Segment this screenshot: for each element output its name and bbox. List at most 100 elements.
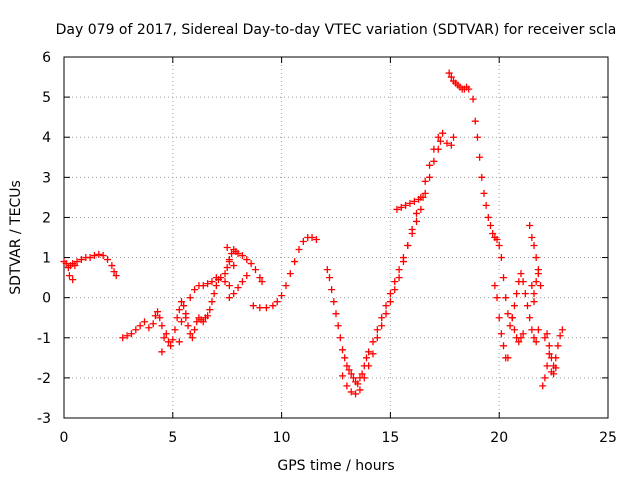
data-point: [243, 272, 251, 280]
data-point: [208, 298, 216, 306]
data-point: [151, 312, 159, 320]
data-point: [552, 354, 560, 362]
y-tick-label: 6: [42, 50, 51, 66]
data-point: [476, 153, 484, 161]
data-point: [234, 284, 242, 292]
data-point: [347, 388, 355, 396]
data-point: [352, 390, 360, 398]
data-point: [528, 234, 536, 241]
data-point: [73, 258, 81, 266]
data-point: [221, 278, 229, 286]
y-tick-label: 1: [42, 251, 51, 267]
data-point: [295, 246, 303, 254]
data-point: [343, 382, 351, 390]
data-point: [334, 322, 342, 330]
x-tick-label: 10: [273, 430, 291, 446]
data-point: [534, 326, 542, 334]
y-tick-label: 4: [42, 130, 51, 146]
data-point: [395, 274, 403, 282]
data-point: [127, 330, 135, 338]
data-point: [504, 354, 512, 362]
data-point: [204, 280, 212, 288]
data-point: [447, 141, 455, 149]
data-point: [358, 370, 366, 378]
data-point: [410, 197, 418, 205]
data-point: [354, 380, 362, 388]
data-point: [547, 368, 555, 376]
data-point: [415, 195, 423, 203]
data-point: [519, 278, 527, 286]
data-point: [62, 260, 70, 268]
data-point: [223, 244, 231, 252]
data-point: [112, 272, 120, 280]
data-point: [413, 217, 421, 225]
data-point: [123, 332, 131, 340]
x-axis-label: GPS time / hours: [277, 458, 394, 474]
data-point: [526, 221, 534, 229]
data-point: [369, 338, 377, 346]
data-point: [199, 318, 207, 326]
data-point: [386, 290, 394, 298]
data-point: [426, 161, 434, 169]
data-point: [541, 334, 549, 342]
data-point: [469, 95, 477, 103]
data-point: [532, 254, 540, 262]
data-point: [347, 370, 355, 378]
data-point: [465, 85, 473, 93]
data-point: [256, 274, 264, 282]
data-point: [286, 270, 294, 278]
data-point: [145, 324, 153, 332]
data-point: [251, 266, 259, 274]
y-tick-label: -3: [37, 411, 51, 427]
tick-layer: 0 5 10 15 20 25 -3 -2 -1 0 1 2 3 4 5 6: [37, 50, 617, 446]
data-point: [336, 334, 344, 342]
data-point: [225, 256, 233, 264]
data-point: [262, 304, 270, 312]
data-point: [532, 338, 540, 346]
data-point: [154, 308, 162, 316]
data-point: [543, 330, 551, 338]
data-point: [378, 322, 386, 330]
x-tick-label: 15: [381, 430, 399, 446]
data-point: [421, 189, 429, 197]
data-point: [332, 310, 340, 318]
data-point: [532, 278, 540, 286]
data-point: [308, 234, 316, 241]
data-point: [556, 332, 564, 340]
data-point: [447, 73, 455, 81]
data-point: [323, 266, 331, 274]
data-point: [391, 278, 399, 286]
data-point: [421, 177, 429, 185]
data-point: [493, 294, 501, 302]
data-point: [534, 270, 542, 278]
data-point: [486, 221, 494, 229]
data-point: [169, 336, 177, 344]
data-point: [391, 286, 399, 294]
data-point: [234, 250, 242, 258]
data-point: [110, 268, 118, 276]
data-point: [171, 326, 179, 334]
data-point: [528, 326, 536, 334]
data-point: [497, 330, 505, 338]
data-point: [430, 157, 438, 165]
data-point: [243, 256, 251, 264]
data-point: [173, 314, 181, 322]
data-point: [397, 203, 405, 211]
data-point: [210, 290, 218, 298]
data-point: [508, 314, 516, 322]
data-point: [212, 282, 220, 290]
data-point: [204, 312, 212, 320]
data-point: [513, 290, 521, 298]
data-point: [349, 374, 357, 382]
data-point: [445, 69, 453, 77]
data-point: [395, 266, 403, 274]
data-point: [164, 338, 172, 346]
data-point: [225, 294, 233, 302]
data-point: [247, 260, 255, 268]
data-point: [258, 278, 266, 286]
data-point: [373, 334, 381, 342]
data-point: [269, 302, 277, 310]
data-point: [330, 298, 338, 306]
data-point: [65, 272, 73, 280]
